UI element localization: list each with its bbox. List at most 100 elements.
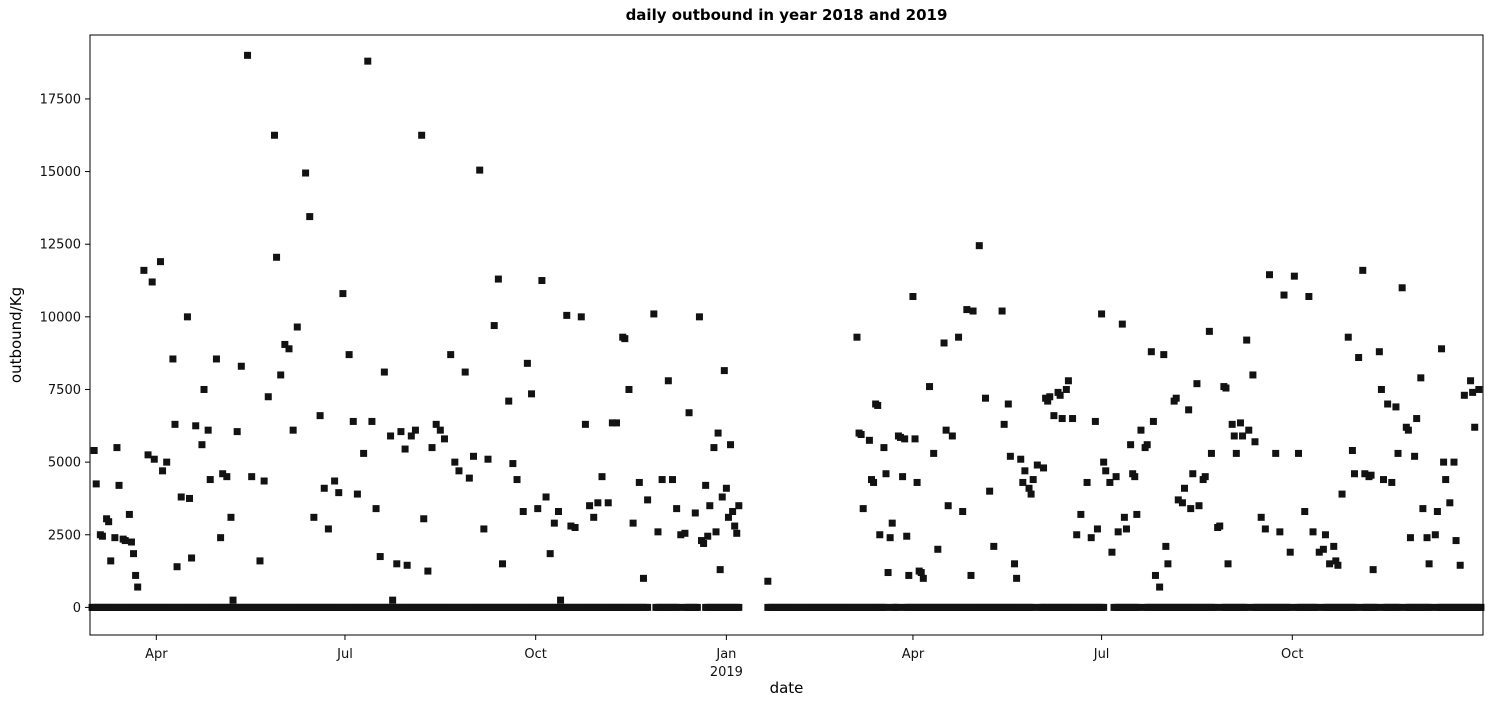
data-point bbox=[1021, 467, 1029, 475]
data-point bbox=[942, 426, 950, 434]
data-point bbox=[204, 426, 212, 434]
data-point bbox=[217, 534, 225, 542]
data-point bbox=[1380, 476, 1387, 484]
data-point bbox=[1093, 525, 1101, 533]
data-point bbox=[1413, 415, 1421, 423]
data-point bbox=[1143, 441, 1151, 449]
data-point bbox=[1475, 385, 1483, 393]
data-point bbox=[998, 307, 1006, 315]
y-tick-label: 0 bbox=[73, 601, 81, 616]
data-point bbox=[105, 518, 113, 526]
data-point bbox=[911, 435, 919, 443]
data-point bbox=[293, 323, 301, 331]
data-point bbox=[635, 478, 643, 486]
data-point bbox=[1112, 473, 1120, 481]
data-point bbox=[557, 596, 565, 604]
data-point bbox=[975, 242, 983, 250]
data-point bbox=[1321, 531, 1329, 539]
data-point bbox=[1301, 508, 1309, 516]
data-point bbox=[1295, 449, 1303, 457]
data-point bbox=[513, 476, 521, 484]
data-point bbox=[1131, 473, 1139, 481]
data-point bbox=[1446, 499, 1454, 507]
data-point bbox=[98, 532, 106, 540]
data-point bbox=[387, 432, 395, 440]
data-point bbox=[1431, 531, 1439, 539]
data-point bbox=[654, 528, 662, 536]
data-point bbox=[1350, 470, 1358, 478]
data-point bbox=[1205, 327, 1213, 335]
data-point bbox=[764, 577, 772, 585]
data-point bbox=[967, 571, 975, 579]
data-point bbox=[1315, 548, 1323, 556]
data-point bbox=[1249, 371, 1257, 379]
data-point bbox=[930, 449, 938, 457]
data-point bbox=[598, 473, 606, 481]
data-point bbox=[724, 513, 732, 521]
data-point bbox=[644, 496, 652, 504]
data-point bbox=[1456, 561, 1464, 569]
data-point bbox=[1025, 484, 1033, 492]
data-point bbox=[1355, 354, 1363, 362]
data-point bbox=[1050, 412, 1058, 420]
data-point bbox=[673, 505, 681, 513]
data-point bbox=[360, 449, 368, 457]
data-point bbox=[650, 310, 658, 318]
data-point bbox=[1344, 333, 1352, 341]
data-point bbox=[534, 505, 542, 513]
data-point bbox=[1178, 499, 1186, 507]
data-point bbox=[1450, 458, 1458, 466]
data-point bbox=[306, 213, 314, 221]
data-point bbox=[206, 476, 214, 484]
y-axis: 0 2500 5000 7500 10000 12500 15000 17500 bbox=[40, 92, 90, 616]
data-point bbox=[256, 557, 264, 565]
data-point bbox=[903, 532, 911, 540]
x-tick-label: Oct bbox=[524, 647, 546, 662]
data-point bbox=[1033, 461, 1041, 469]
data-point bbox=[1261, 525, 1269, 533]
data-point bbox=[986, 487, 994, 495]
data-point bbox=[718, 493, 726, 501]
data-point bbox=[1425, 560, 1433, 568]
data-point bbox=[1440, 458, 1448, 466]
data-point bbox=[107, 557, 115, 565]
data-point bbox=[1276, 528, 1284, 536]
data-point bbox=[1108, 548, 1116, 556]
data-point bbox=[1384, 400, 1392, 408]
data-point bbox=[1222, 384, 1230, 392]
y-tick-label: 2500 bbox=[48, 528, 81, 543]
data-point bbox=[1106, 478, 1114, 486]
data-point bbox=[316, 412, 324, 420]
data-point bbox=[389, 596, 397, 604]
data-point bbox=[1062, 385, 1070, 393]
y-tick-label: 17500 bbox=[40, 92, 81, 107]
data-point bbox=[237, 362, 245, 370]
data-point bbox=[1392, 403, 1400, 411]
data-point bbox=[523, 359, 531, 367]
data-point bbox=[982, 394, 989, 402]
data-point bbox=[480, 525, 488, 533]
data-point bbox=[1006, 452, 1014, 460]
data-point bbox=[901, 435, 909, 443]
data-point bbox=[571, 523, 579, 531]
data-point bbox=[1087, 534, 1095, 542]
data-point bbox=[1011, 560, 1019, 568]
data-point bbox=[519, 508, 527, 516]
data-points bbox=[90, 51, 1483, 604]
data-point bbox=[397, 428, 405, 436]
data-point bbox=[281, 340, 289, 348]
data-point bbox=[594, 499, 602, 507]
data-point bbox=[432, 420, 440, 428]
data-point bbox=[714, 429, 722, 437]
data-point bbox=[905, 571, 913, 579]
data-point bbox=[1224, 560, 1232, 568]
data-point bbox=[233, 428, 241, 436]
data-point bbox=[664, 377, 672, 385]
data-point bbox=[1127, 441, 1135, 449]
data-point bbox=[324, 525, 332, 533]
data-point bbox=[963, 306, 971, 314]
data-point bbox=[494, 275, 502, 283]
data-point bbox=[567, 522, 575, 530]
data-point bbox=[1452, 537, 1460, 545]
